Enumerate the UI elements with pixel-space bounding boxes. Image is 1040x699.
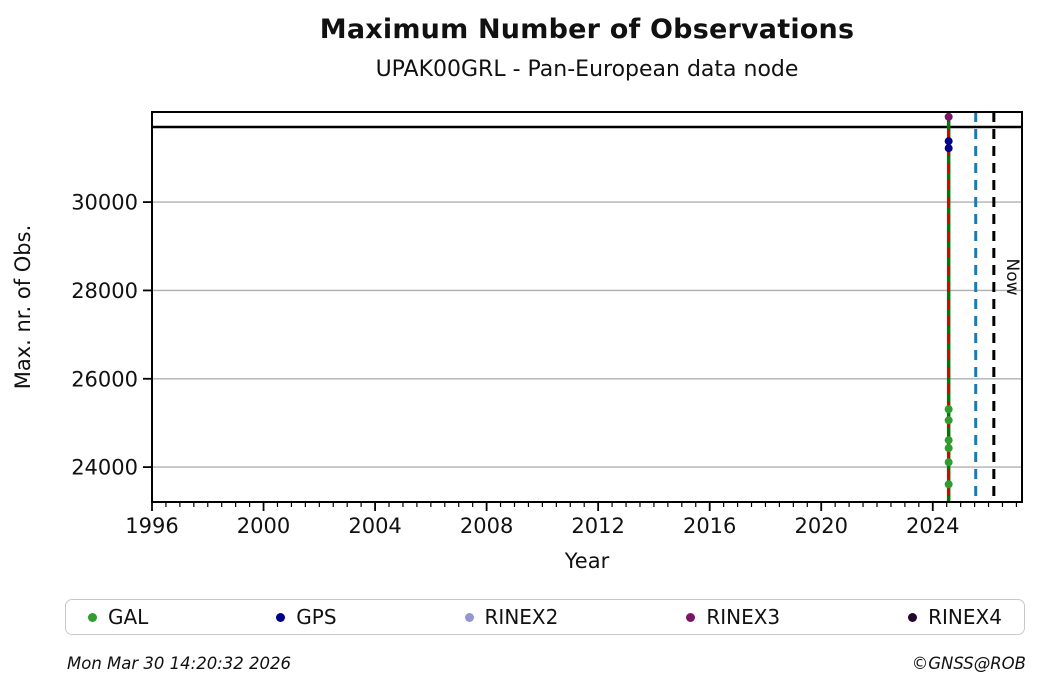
legend-label: RINEX2 — [484, 605, 559, 629]
data-point-gal-3 — [944, 444, 953, 453]
legend-item-gps: GPS — [276, 605, 337, 629]
data-point-gal-2 — [944, 436, 953, 445]
plot-area: Now 1996 2000 2004 2008 2012 2016 2020 2024 24000… — [11, 111, 1023, 573]
legend-label: RINEX3 — [706, 605, 781, 629]
plot-frame — [151, 111, 1023, 503]
x-tick-label-2004: 2004 — [348, 514, 401, 538]
y-tick-label-28000: 28000 — [71, 279, 138, 303]
now-label: Now — [1002, 258, 1022, 295]
legend-dot-gps — [276, 612, 286, 622]
x-axis-label: Year — [564, 549, 610, 573]
legend-item-gal: GAL — [88, 605, 148, 629]
legend-box: GAL GPS RINEX2 RINEX3 RINEX4 — [65, 599, 1025, 635]
y-tick-label-24000: 24000 — [71, 456, 138, 480]
data-point-gps-0 — [944, 137, 953, 146]
chart-subtitle: UPAK00GRL - Pan-European data node — [375, 57, 799, 82]
legend-dot-rinex4 — [908, 612, 918, 622]
legend-dot-rinex2 — [464, 612, 474, 622]
chart-title: Maximum Number of Observations — [319, 14, 855, 45]
data-point-rinex3-0 — [944, 112, 953, 121]
legend-item-rinex4: RINEX4 — [908, 605, 1002, 629]
legend-dot-gal — [88, 612, 97, 622]
legend-item-rinex3: RINEX3 — [686, 605, 780, 629]
legend-label: GAL — [108, 605, 149, 629]
legend-item-rinex2: RINEX2 — [464, 605, 559, 629]
data-point-gal-5 — [944, 480, 953, 489]
y-axis-label: Max. nr. of Obs. — [11, 225, 35, 390]
x-tick-label-2016: 2016 — [683, 514, 736, 538]
x-tick-label-2020: 2020 — [795, 514, 848, 538]
plot-timestamp: Mon Mar 30 14:20:32 2026 — [67, 654, 291, 673]
legend-label: GPS — [296, 605, 337, 629]
y-tick-label-26000: 26000 — [71, 367, 138, 391]
legend-dot-rinex3 — [686, 612, 696, 622]
data-point-gal-0 — [944, 405, 953, 414]
x-tick-label-1996: 1996 — [125, 514, 178, 538]
y-tick-label-30000: 30000 — [71, 191, 138, 215]
data-point-gal-4 — [944, 458, 953, 467]
x-tick-label-2024: 2024 — [906, 514, 959, 538]
copyright-label: ©GNSS@ROB — [911, 654, 1026, 673]
x-tick-label-2012: 2012 — [571, 514, 624, 538]
data-point-gps-1 — [944, 144, 953, 153]
legend-label: RINEX4 — [928, 605, 1002, 629]
x-tick-label-2000: 2000 — [237, 514, 290, 538]
x-tick-label-2008: 2008 — [460, 514, 513, 538]
data-point-gal-1 — [944, 416, 953, 425]
